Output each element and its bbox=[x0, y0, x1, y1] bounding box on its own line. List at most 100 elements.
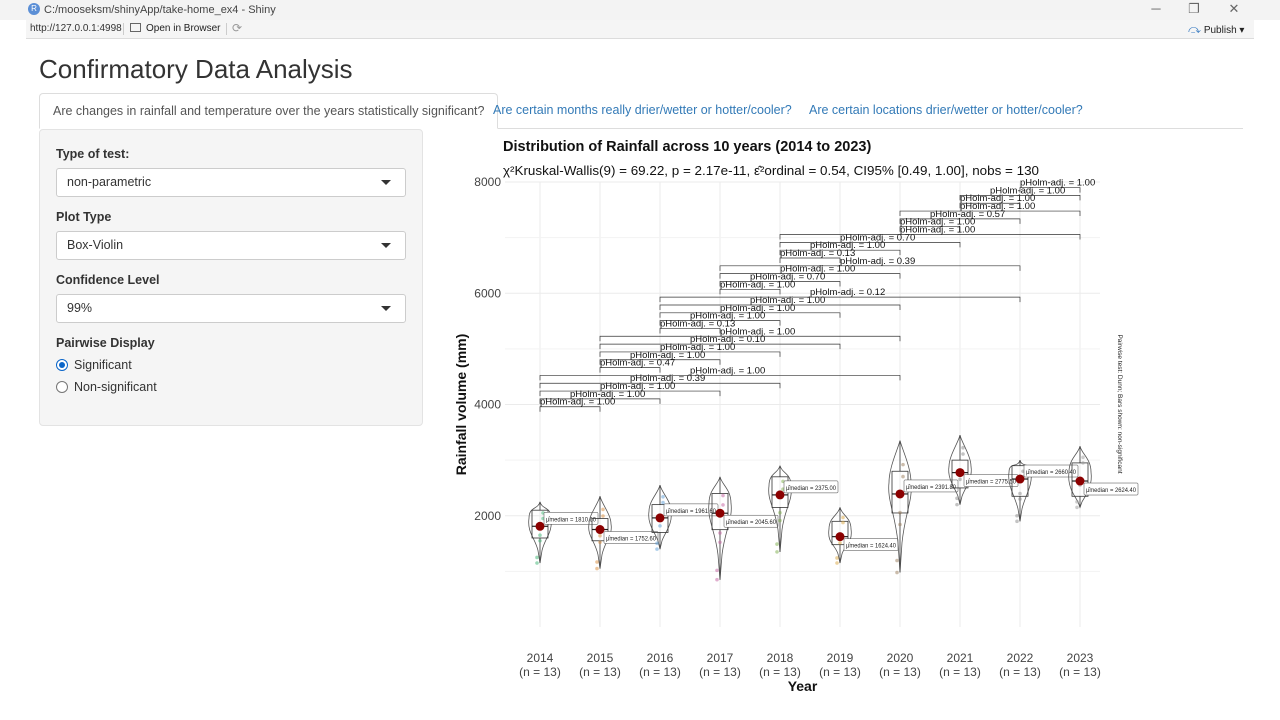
pairwise-bracket bbox=[1019, 187, 1081, 193]
data-point bbox=[961, 452, 965, 456]
confidence-level-value: 99% bbox=[67, 301, 93, 315]
median-label: μ̂median = 2391.80 bbox=[906, 484, 956, 491]
median-label: μ̂median = 2775.50 bbox=[966, 479, 1016, 486]
data-point bbox=[1081, 461, 1085, 465]
x-tick-label: 2019 bbox=[827, 651, 854, 665]
pairwise-bracket bbox=[959, 202, 1021, 209]
data-point bbox=[598, 533, 602, 538]
viewer-toolbar: http://127.0.0.1:4998 Open in Browser ⟳ … bbox=[26, 20, 1254, 39]
x-tick-label: 2017 bbox=[707, 651, 734, 665]
pairwise-caption: Pairwise test: Dunn; Bars shown: non-sig… bbox=[1116, 334, 1123, 473]
pairwise-bracket bbox=[599, 335, 901, 342]
data-point bbox=[1075, 505, 1079, 510]
data-point bbox=[1081, 455, 1085, 460]
data-point bbox=[838, 541, 842, 545]
pairwise-label: pHolm-adj. = 1.00 bbox=[810, 240, 885, 251]
box-2017 bbox=[711, 493, 729, 531]
data-point bbox=[1018, 491, 1022, 496]
radio-non-significant-label: Non-significant bbox=[74, 380, 157, 394]
tab-years-significance[interactable]: Are changes in rainfall and temperature … bbox=[39, 93, 499, 129]
maximize-icon[interactable]: ❐ bbox=[1188, 1, 1200, 16]
publish-button[interactable]: ⤼ Publish ▾ bbox=[1188, 22, 1244, 37]
y-tick-label: 8000 bbox=[474, 175, 501, 189]
data-point bbox=[1015, 519, 1019, 524]
y-tick-label: 6000 bbox=[474, 286, 501, 300]
data-point bbox=[901, 474, 905, 479]
tab-locations[interactable]: Are certain locations drier/wetter or ho… bbox=[809, 103, 1083, 117]
data-point bbox=[718, 540, 722, 545]
url-text[interactable]: http://127.0.0.1:4998 bbox=[30, 23, 122, 34]
x-tick-n-label: (n = 13) bbox=[879, 665, 921, 679]
chevron-down-icon bbox=[381, 180, 391, 185]
median-label-box bbox=[903, 479, 959, 493]
pairwise-label: pHolm-adj. = 1.00 bbox=[720, 326, 795, 337]
data-point bbox=[841, 515, 845, 520]
test-type-value: non-parametric bbox=[67, 175, 152, 189]
pairwise-bracket bbox=[659, 304, 901, 310]
pairwise-bracket bbox=[539, 406, 601, 412]
median-point-2016 bbox=[655, 513, 665, 523]
data-point bbox=[721, 503, 725, 507]
pairwise-label: pHolm-adj. = 0.70 bbox=[750, 271, 825, 282]
pairwise-label: pHolm-adj. = 1.00 bbox=[600, 381, 675, 392]
pairwise-bracket bbox=[539, 398, 661, 404]
pairwise-bracket bbox=[779, 234, 1081, 240]
data-point bbox=[661, 500, 665, 505]
x-tick-label: 2023 bbox=[1067, 651, 1094, 665]
pairwise-label: pHolm-adj. = 0.10 bbox=[690, 334, 765, 345]
data-point bbox=[961, 445, 965, 450]
refresh-icon[interactable]: ⟳ bbox=[232, 21, 243, 35]
data-point bbox=[778, 510, 782, 515]
pairwise-display-label: Pairwise Display bbox=[56, 336, 155, 350]
median-point-2020 bbox=[895, 489, 905, 499]
test-type-select[interactable]: non-parametric bbox=[56, 168, 406, 197]
median-label: μ̂median = 1961.60 bbox=[666, 508, 716, 515]
pairwise-label: pHolm-adj. = 1.00 bbox=[720, 303, 795, 314]
data-point bbox=[901, 462, 905, 467]
data-point bbox=[775, 542, 779, 546]
pairwise-label: pHolm-adj. = 0.13 bbox=[780, 248, 855, 259]
box-2019 bbox=[831, 520, 849, 546]
box-2023 bbox=[1071, 462, 1089, 497]
radio-significant[interactable]: Significant bbox=[56, 358, 132, 372]
data-point bbox=[895, 558, 899, 563]
plot-type-select[interactable]: Box-Violin bbox=[56, 231, 406, 260]
browser-window-icon bbox=[130, 23, 141, 32]
minimize-icon[interactable]: ─ bbox=[1151, 1, 1161, 16]
median-label-box bbox=[1083, 482, 1139, 496]
pairwise-bracket bbox=[899, 210, 1081, 217]
tab-months[interactable]: Are certain months really drier/wetter o… bbox=[493, 103, 792, 117]
pairwise-bracket bbox=[719, 288, 781, 295]
data-point bbox=[775, 550, 779, 554]
box-2016 bbox=[651, 504, 669, 533]
median-point-2022 bbox=[1015, 474, 1025, 484]
chart-title: Distribution of Rainfall across 10 years… bbox=[503, 139, 871, 155]
pairwise-label: pHolm-adj. = 1.00 bbox=[630, 350, 705, 361]
radio-checked-icon[interactable] bbox=[56, 359, 68, 371]
radio-unchecked-icon[interactable] bbox=[56, 381, 68, 393]
data-point bbox=[1075, 500, 1079, 504]
median-point-2019 bbox=[835, 532, 845, 542]
median-label: μ̂median = 2660.40 bbox=[1026, 469, 1076, 476]
confidence-level-select[interactable]: 99% bbox=[56, 294, 406, 323]
median-point-2014 bbox=[535, 521, 545, 531]
tab-bar: Are changes in rainfall and temperature … bbox=[39, 93, 1243, 129]
box-2021 bbox=[951, 459, 969, 489]
open-in-browser-button[interactable]: Open in Browser bbox=[130, 23, 220, 34]
pairwise-label: pHolm-adj. = 1.00 bbox=[900, 217, 975, 228]
pairwise-bracket bbox=[659, 328, 721, 334]
data-point bbox=[898, 510, 902, 515]
window-titlebar: R C:/mooseksm/shinyApp/take-home_ex4 - S… bbox=[0, 0, 1280, 20]
pairwise-bracket bbox=[539, 390, 721, 397]
data-point bbox=[1015, 513, 1019, 518]
x-tick-label: 2020 bbox=[887, 651, 914, 665]
radio-non-significant[interactable]: Non-significant bbox=[56, 380, 157, 394]
data-point bbox=[535, 561, 539, 565]
data-point bbox=[721, 493, 725, 498]
data-point bbox=[1018, 497, 1022, 501]
data-point bbox=[538, 538, 542, 543]
sidebar-panel: Type of test: non-parametric Plot Type B… bbox=[39, 129, 423, 426]
pairwise-bracket bbox=[779, 249, 901, 256]
close-icon[interactable]: ✕ bbox=[1228, 1, 1240, 16]
median-label-box bbox=[603, 531, 659, 544]
